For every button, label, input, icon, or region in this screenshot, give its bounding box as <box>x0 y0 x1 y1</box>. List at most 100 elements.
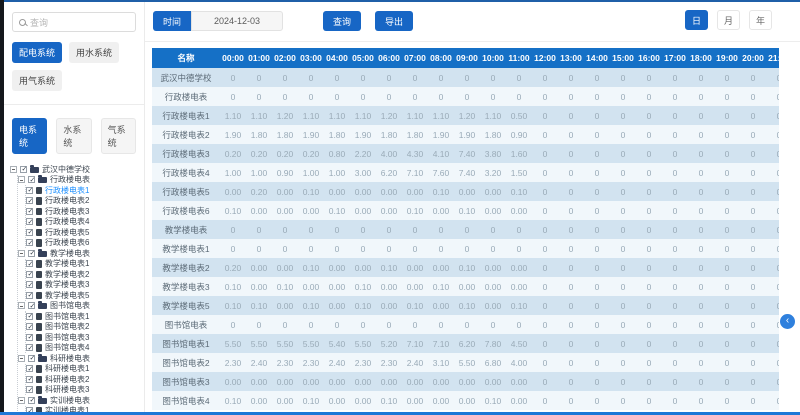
tree-item[interactable]: 教学楼电表2 <box>26 269 142 280</box>
tree-item[interactable]: 行政楼电表2 <box>26 196 142 207</box>
tree-collapse-icon[interactable] <box>18 354 25 362</box>
tree-children: 科研楼电表1科研楼电表2科研楼电表3 <box>25 363 142 396</box>
report-table-scroll-area[interactable]: 名称 00:00 01:00 02:00 03:00 04:00 05:00 06:00 07… <box>152 48 779 410</box>
station-tab-2[interactable]: 气系统 <box>100 118 136 154</box>
table-row: 行政楼电表 0 0 0 0 0 0 0 0 0 0 0 0 0 0 0 0 0 0 0 0 0 0 <box>152 87 779 106</box>
tree-checkbox[interactable] <box>26 291 33 299</box>
tree-item[interactable]: 行政楼电表6 <box>26 238 142 249</box>
tree-item[interactable]: 图书馆电表 <box>18 301 142 312</box>
tree-checkbox[interactable] <box>26 260 33 268</box>
system-button-0[interactable]: 配电系统 <box>12 42 63 63</box>
tree-checkbox[interactable] <box>26 207 33 215</box>
period-button-0[interactable]: 日 <box>685 10 708 30</box>
tree-item[interactable]: 实训楼电表1 <box>26 406 142 412</box>
value-cell: 0 <box>646 186 652 197</box>
tree-item-label: 武汉中德学校 <box>42 164 90 174</box>
tree-checkbox[interactable] <box>26 218 33 226</box>
tree-checkbox[interactable] <box>26 407 33 412</box>
date-input[interactable] <box>191 11 284 31</box>
station-tab-1[interactable]: 水系统 <box>56 118 92 154</box>
tree-checkbox[interactable] <box>20 165 27 173</box>
tree-checkbox[interactable] <box>26 239 33 247</box>
tree-checkbox[interactable] <box>26 375 33 383</box>
tree-collapse-icon[interactable] <box>18 249 25 257</box>
collapse-panel-button[interactable]: ‹ <box>780 314 795 329</box>
value-cell: 0.20 <box>276 148 294 159</box>
value-cell: 0 <box>256 91 262 102</box>
tree-checkbox[interactable] <box>28 396 35 404</box>
value-cell: 0 <box>594 91 600 102</box>
time-label-button[interactable]: 时间 <box>153 11 192 31</box>
tree-checkbox[interactable] <box>26 386 33 394</box>
tree-item[interactable]: 行政楼电表4 <box>26 217 142 228</box>
value-cell: 0.00 <box>510 281 528 292</box>
tree-item[interactable]: 教学楼电表 <box>18 248 142 259</box>
tree-item[interactable]: 行政楼电表1 <box>26 185 142 196</box>
file-icon <box>36 281 42 289</box>
tree-item[interactable]: 行政楼电表5 <box>26 227 142 238</box>
system-button-1[interactable]: 用水系统 <box>69 42 120 63</box>
value-cell: 4.50 <box>510 338 528 349</box>
tree-item[interactable]: 教学楼电表1 <box>26 259 142 270</box>
value-cell: 0 <box>256 224 262 235</box>
value-cell: 0.90 <box>510 129 528 140</box>
tree-item[interactable]: 科研楼电表1 <box>26 364 142 375</box>
tree-collapse-icon[interactable] <box>10 165 17 173</box>
export-button[interactable]: 导出 <box>375 11 414 31</box>
tree-item[interactable]: 武汉中德学校 <box>10 164 142 175</box>
tree-checkbox[interactable] <box>26 333 33 341</box>
tree-item[interactable]: 科研楼电表2 <box>26 374 142 385</box>
tree-item[interactable]: 实训楼电表 <box>18 395 142 406</box>
tree-checkbox[interactable] <box>28 354 35 362</box>
tree-checkbox[interactable] <box>26 344 33 352</box>
tree-checkbox[interactable] <box>26 281 33 289</box>
file-icon <box>36 333 42 341</box>
value-cell: 0 <box>282 319 288 330</box>
tree-item[interactable]: 科研楼电表3 <box>26 385 142 396</box>
tree-checkbox[interactable] <box>26 186 33 194</box>
tree-checkbox[interactable] <box>26 228 33 236</box>
tree-checkbox[interactable] <box>28 176 35 184</box>
tree-checkbox[interactable] <box>28 249 35 257</box>
tree-item[interactable]: 行政楼电表3 <box>26 206 142 217</box>
period-button-2[interactable]: 年 <box>749 10 772 30</box>
tree-checkbox[interactable] <box>26 323 33 331</box>
value-cell: 1.60 <box>510 148 528 159</box>
tree-item[interactable]: 图书馆电表4 <box>26 343 142 354</box>
search-input[interactable]: 查询 <box>12 12 136 32</box>
tree-item[interactable]: 科研楼电表 <box>18 353 142 364</box>
value-cell: 0 <box>724 319 730 330</box>
value-cell: 5.50 <box>250 338 268 349</box>
tree-collapse-icon[interactable] <box>18 396 25 404</box>
tree-item[interactable]: 教学楼电表3 <box>26 280 142 291</box>
table-row: 行政楼电表1 1.10 1.10 1.20 1.10 1.10 1.10 1.20 1.10 1.… <box>152 106 779 125</box>
period-button-1[interactable]: 月 <box>717 10 740 30</box>
tree-item[interactable]: 图书馆电表2 <box>26 322 142 333</box>
value-cell: 0 <box>750 338 756 349</box>
tree-checkbox[interactable] <box>26 270 33 278</box>
value-cell: 0 <box>698 376 704 387</box>
value-cell: 2.30 <box>276 357 294 368</box>
tree-checkbox[interactable] <box>26 312 33 320</box>
tree-collapse-icon[interactable] <box>18 302 25 310</box>
tree-checkbox[interactable] <box>28 302 35 310</box>
tree-item[interactable]: 图书馆电表3 <box>26 332 142 343</box>
value-cell: 0 <box>594 319 600 330</box>
tree-checkbox[interactable] <box>26 197 33 205</box>
system-button-2[interactable]: 用气系统 <box>12 70 63 91</box>
query-button[interactable]: 查询 <box>323 11 362 31</box>
value-cell: 0.00 <box>328 186 346 197</box>
value-cell: 1.90 <box>302 129 320 140</box>
tree-item[interactable]: 行政楼电表 <box>18 175 142 186</box>
value-cell: 0 <box>308 243 314 254</box>
tree-collapse-icon[interactable] <box>18 176 25 184</box>
tree-item[interactable]: 教学楼电表5 <box>26 290 142 301</box>
station-tab-0[interactable]: 电系统 <box>12 118 48 154</box>
tree-item[interactable]: 图书馆电表1 <box>26 311 142 322</box>
value-cell: 0 <box>724 395 730 406</box>
value-cell: 5.50 <box>224 338 242 349</box>
value-cell: 0 <box>360 243 366 254</box>
tree-checkbox[interactable] <box>26 365 33 373</box>
tree-item-label: 科研楼电表 <box>50 353 90 363</box>
value-cell: 3.20 <box>484 167 502 178</box>
